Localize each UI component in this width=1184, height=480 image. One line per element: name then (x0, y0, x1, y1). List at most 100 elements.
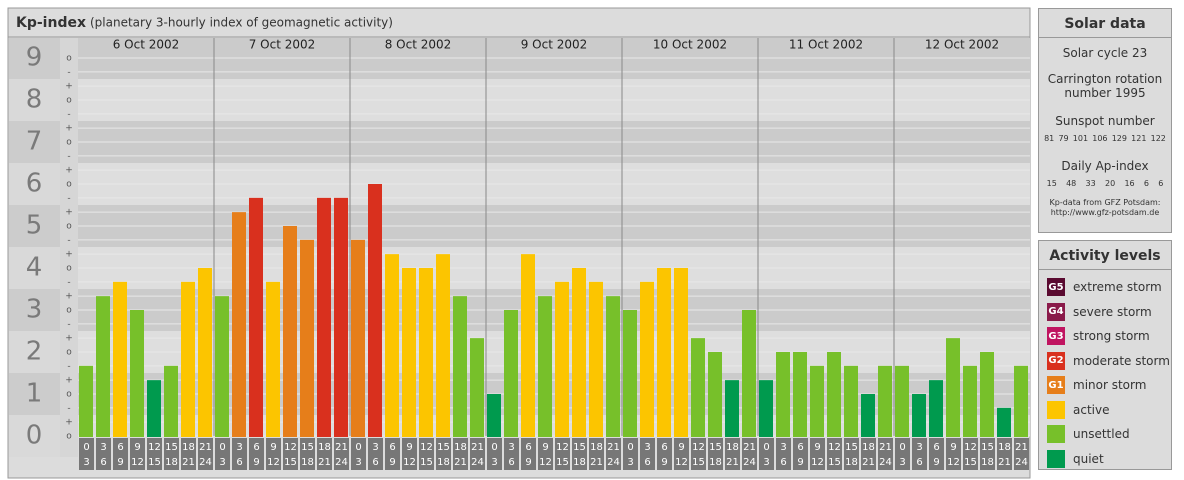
x-tick-label: 15 (964, 457, 977, 468)
legend-label: strong storm (1073, 329, 1150, 344)
minor-tick-label: + (65, 124, 73, 134)
x-tick-label: 12 (284, 442, 297, 453)
x-tick-label: 18 (998, 442, 1011, 453)
x-tick-label: 15 (420, 457, 433, 468)
minor-tick-label: - (67, 361, 70, 371)
number: 48 (1066, 179, 1077, 188)
x-tick-label: 15 (437, 442, 450, 453)
x-label-box (793, 438, 808, 470)
x-label-box (895, 438, 910, 470)
x-label-box (623, 438, 638, 470)
number: 16 (1124, 179, 1135, 188)
day-label: 8 Oct 2002 (385, 38, 452, 52)
x-label-box (980, 438, 995, 470)
minor-tick-label: - (67, 235, 70, 245)
x-label-box (96, 438, 111, 470)
x-label-box (810, 438, 825, 470)
x-label-box (572, 438, 587, 470)
bar (555, 281, 569, 437)
bar (164, 365, 178, 437)
number: 122 (1150, 134, 1166, 143)
x-label-box (776, 438, 791, 470)
x-tick-label: 3 (236, 442, 242, 453)
legend-item: active (1039, 398, 1171, 423)
legend-swatch (1047, 400, 1065, 419)
x-label-box (249, 438, 264, 470)
x-tick-label: 24 (743, 457, 756, 468)
label-band (9, 38, 60, 79)
x-tick-label: 18 (981, 457, 994, 468)
band (78, 415, 1030, 436)
x-tick-label: 9 (406, 442, 412, 453)
x-tick-label: 9 (270, 442, 276, 453)
x-tick-label: 6 (661, 442, 667, 453)
bar (997, 407, 1011, 437)
x-label-box (589, 438, 604, 470)
legend-item: G2 moderate storm (1039, 349, 1171, 374)
bar (1014, 365, 1028, 437)
x-tick-label: 18 (590, 442, 603, 453)
x-tick-label: 12 (947, 457, 960, 468)
minor-tick-label: + (65, 208, 73, 218)
legend-label: unsettled (1073, 427, 1130, 442)
minor-tick-label: o (66, 96, 72, 106)
legend-label: severe storm (1073, 304, 1152, 319)
chart-subtitle: (planetary 3-hourly index of geomagnetic… (90, 16, 393, 30)
x-tick-label: 9 (525, 457, 531, 468)
x-label-box (606, 438, 621, 470)
x-tick-label: 9 (253, 457, 259, 468)
panel-title: Activity levels (1039, 241, 1171, 270)
x-tick-label: 9 (542, 442, 548, 453)
legend-swatch: G4 (1047, 302, 1065, 321)
x-tick-label: 12 (828, 442, 841, 453)
x-tick-label: 3 (219, 457, 225, 468)
x-label-box (759, 438, 774, 470)
x-tick-label: 3 (100, 442, 106, 453)
bar (504, 310, 518, 437)
bar (249, 197, 263, 437)
x-tick-label: 18 (862, 442, 875, 453)
legend-item: G4 severe storm (1039, 300, 1171, 325)
minor-tick-label: o (66, 432, 72, 442)
x-tick-label: 0 (219, 442, 225, 453)
x-tick-label: 18 (573, 457, 586, 468)
bar (215, 296, 229, 437)
x-tick-label: 21 (182, 457, 195, 468)
x-tick-label: 3 (372, 442, 378, 453)
legend-label: active (1073, 402, 1110, 417)
x-tick-label: 9 (134, 442, 140, 453)
x-tick-label: 6 (508, 457, 514, 468)
minor-tick-label: + (65, 166, 73, 176)
sub-column (60, 38, 78, 457)
minor-tick-label: + (65, 82, 73, 92)
x-tick-label: 6 (525, 442, 531, 453)
x-tick-label: 9 (814, 442, 820, 453)
bar (793, 352, 807, 437)
x-tick-label: 0 (83, 442, 89, 453)
x-tick-label: 3 (644, 442, 650, 453)
x-tick-label: 18 (845, 457, 858, 468)
x-label-box (470, 438, 485, 470)
minor-tick-label: - (67, 151, 70, 161)
sunspot-numbers: 81 79 101 106 129 121 122 (1039, 134, 1171, 143)
bar (827, 352, 841, 437)
x-label-box (215, 438, 230, 470)
day-label: 6 Oct 2002 (113, 38, 180, 52)
legend: G5 extreme storm G4 severe storm G3 strong st… (1039, 270, 1171, 471)
x-tick-label: 21 (862, 457, 875, 468)
bar (402, 268, 416, 437)
bar (266, 281, 280, 437)
x-tick-label: 6 (644, 457, 650, 468)
chart-title: Kp-index (16, 15, 86, 31)
y-tick-label: 9 (26, 43, 43, 73)
x-tick-label: 3 (763, 457, 769, 468)
bar (946, 338, 960, 437)
y-tick-label: 8 (26, 85, 43, 115)
x-label-box (912, 438, 927, 470)
bar (181, 281, 195, 437)
x-tick-label: 15 (845, 442, 858, 453)
x-label-box (164, 438, 179, 470)
minor-tick-label: - (67, 193, 70, 203)
bar (980, 352, 994, 437)
bar (300, 239, 314, 437)
